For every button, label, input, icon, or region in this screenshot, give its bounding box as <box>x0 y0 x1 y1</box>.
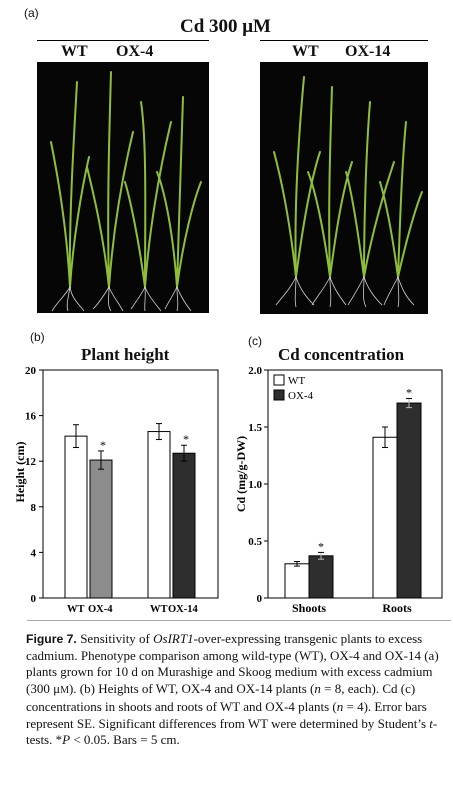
significance-star: * <box>406 386 412 400</box>
legend-swatch-wt <box>273 374 285 386</box>
y-tick-label: 12 <box>25 456 37 468</box>
bar <box>308 555 334 599</box>
y-tick-label: 4 <box>31 547 37 559</box>
panel-b-label: (b) <box>30 330 45 344</box>
panel-a-label: (a) <box>24 6 39 20</box>
significance-star: * <box>183 432 189 446</box>
x-category-label: Shoots <box>292 601 326 615</box>
left-label-wt: WT <box>61 43 88 60</box>
y-tick-label: 2.0 <box>248 365 262 377</box>
y-tick-label: 8 <box>31 502 37 514</box>
bar <box>172 452 196 599</box>
y-tick-label: 0.5 <box>248 536 262 548</box>
left-photo-rule <box>37 40 209 41</box>
left-label-ox4: OX-4 <box>116 43 154 60</box>
right-label-ox14: OX-14 <box>345 43 391 60</box>
y-tick-label: 0 <box>31 593 37 605</box>
x-label-ox4: OX-4 <box>88 604 113 615</box>
y-axis-label: Cd (mg/g-DW) <box>234 436 248 512</box>
x-category-label: Roots <box>382 601 412 615</box>
left-plant-photo <box>37 62 209 313</box>
y-tick-label: 16 <box>25 411 37 423</box>
x-label-ox14: OX-14 <box>168 604 198 615</box>
y-axis-label: Height (cm) <box>13 442 27 503</box>
plant-height-chart: 0 4 8 12 16 20 * * Height (cm) WT OX-4 WT OX-14 <box>13 365 219 615</box>
x-label-wt-2: WT <box>150 604 168 615</box>
panel-c-title: Cd concentration <box>278 345 405 364</box>
figure-caption: Figure 7. Sensitivity of OsIRT1-over-exp… <box>26 631 450 749</box>
cd-concentration-chart: 00.51.01.52.0*Shoots*Roots Cd (mg/g-DW) … <box>234 365 443 615</box>
bar <box>147 431 171 599</box>
panel-c-label: (c) <box>248 334 262 348</box>
panel-a-title: Cd 300 μM <box>180 16 271 37</box>
bar <box>396 402 422 599</box>
figure-number: Figure 7. <box>26 632 77 646</box>
caption-rule <box>27 620 451 621</box>
significance-star: * <box>100 438 106 452</box>
plot-frame <box>42 369 219 599</box>
panel-b-title: Plant height <box>81 345 170 364</box>
x-label-wt-1: WT <box>67 604 85 615</box>
right-photo-rule <box>260 40 428 41</box>
y-tick-label: 20 <box>25 365 37 377</box>
y-tick-label: 0 <box>257 593 263 605</box>
right-plant-photo <box>260 62 428 314</box>
significance-star: * <box>318 539 324 553</box>
y-tick-label: 1.0 <box>248 479 262 491</box>
caption-text: Sensitivity of OsIRT1-over-expressing tr… <box>26 631 439 747</box>
legend-label-ox4: OX-4 <box>288 390 314 402</box>
bar <box>89 459 113 599</box>
bar <box>372 436 398 599</box>
right-label-wt: WT <box>292 43 319 60</box>
legend-swatch-ox4 <box>273 389 285 401</box>
bar <box>284 563 310 599</box>
y-tick-label: 1.5 <box>248 422 262 434</box>
bar <box>64 435 88 599</box>
legend-label-wt: WT <box>288 375 305 387</box>
